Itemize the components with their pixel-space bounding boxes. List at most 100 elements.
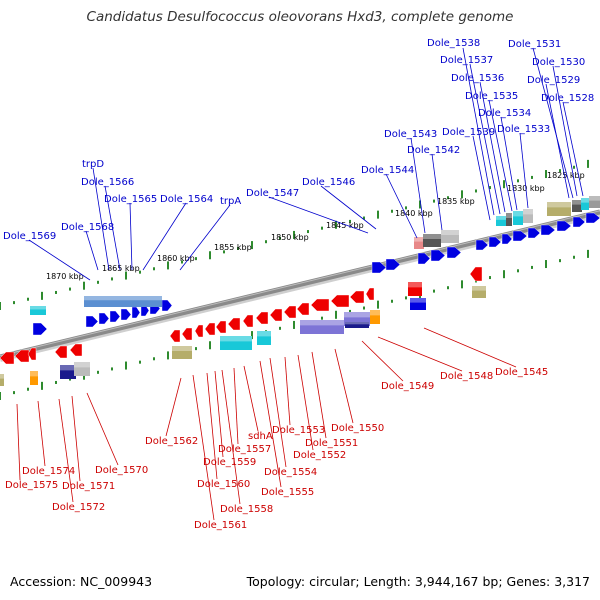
forward-gene-leader (129, 202, 133, 271)
forward-gene-label: Dole_1535 (465, 91, 518, 102)
forward-gene-leader (532, 47, 574, 199)
forward-gene-leader (142, 202, 187, 271)
reverse-gene-block-shine (345, 322, 369, 325)
reverse-gene-label: Dole_1574 (22, 466, 75, 477)
reverse-gene-block-shine (257, 331, 271, 337)
lower-track-tick (69, 377, 71, 381)
forward-gene-arrow (131, 306, 141, 319)
upper-track-tick (139, 270, 141, 274)
reverse-gene-block-body (370, 310, 380, 324)
reverse-gene-label: Dole_1545 (495, 367, 548, 378)
forward-gene-leader (472, 135, 491, 221)
forward-gene-leader (320, 185, 377, 230)
scale-label: 1825 kbp (547, 171, 585, 180)
reverse-gene-block-body (74, 362, 90, 376)
reverse-gene-block-shine (472, 286, 486, 291)
lower-track-tick (13, 391, 15, 395)
reverse-gene-arrow (227, 317, 241, 331)
reverse-gene-label: Dole_1549 (381, 381, 434, 392)
forward-gene-block-shine (30, 306, 46, 310)
lower-track-tick (433, 289, 435, 293)
forward-gene-label: trpD (82, 159, 104, 170)
forward-gene-leader (85, 230, 99, 271)
reverse-gene-label: Dole_1551 (305, 438, 358, 449)
reverse-gene-block-shine (0, 374, 4, 379)
reverse-gene-arrow (69, 343, 83, 357)
lower-track-major-tick (293, 320, 295, 329)
reverse-gene-label: Dole_1553 (272, 425, 325, 436)
forward-gene-block (506, 213, 512, 226)
forward-gene-arrow (556, 220, 572, 232)
reverse-gene-block-body (0, 374, 4, 386)
forward-gene-leader (462, 47, 495, 216)
reverse-gene-block-body (220, 336, 252, 350)
upper-track-tick (447, 196, 449, 200)
lower-track-major-tick (125, 361, 127, 370)
forward-gene-block (423, 234, 441, 247)
reverse-gene-leader (284, 356, 291, 426)
forward-gene-arrow (430, 249, 446, 262)
upper-track-major-tick (209, 251, 211, 260)
upper-track-tick (111, 277, 113, 281)
upper-track-tick (265, 240, 267, 244)
upper-track-major-tick (83, 281, 85, 290)
forward-gene-block (84, 296, 162, 307)
upper-track-major-tick (587, 159, 589, 168)
upper-track-tick (223, 250, 225, 254)
reverse-gene-block (74, 362, 90, 376)
forward-gene-block-body (30, 306, 46, 315)
reverse-gene-block-body (172, 346, 192, 359)
scale-label: 1845 kbp (326, 221, 364, 230)
reverse-gene-leader (423, 327, 517, 368)
upper-track-major-tick (419, 200, 421, 209)
forward-gene-arrow (120, 308, 132, 321)
reverse-gene-label: sdhA (248, 431, 273, 442)
upper-track-major-tick (545, 170, 547, 179)
upper-track-major-tick (167, 261, 169, 270)
reverse-gene-label: Dole_1570 (95, 465, 148, 476)
forward-gene-leader (179, 204, 231, 271)
reverse-gene-block (472, 286, 486, 298)
forward-gene-block-body (589, 196, 600, 208)
upper-track-tick (27, 297, 29, 301)
forward-gene-label: Dole_1537 (440, 55, 493, 66)
forward-gene-arrow (475, 239, 489, 251)
lower-track-tick (139, 360, 141, 364)
scale-label: 1850 kbp (271, 233, 309, 242)
forward-gene-block-shine (581, 198, 589, 203)
reverse-gene-block-shine (60, 365, 76, 371)
lower-track-tick (279, 326, 281, 330)
reverse-gene-leader (86, 392, 119, 466)
reverse-gene-arrow (269, 308, 283, 322)
forward-gene-block-shine (414, 237, 424, 242)
forward-gene-block-shine (513, 211, 523, 217)
upper-track-tick (573, 165, 575, 169)
forward-gene-block (414, 237, 424, 249)
forward-gene-label: Dole_1536 (451, 73, 504, 84)
forward-gene-block-body (414, 237, 424, 249)
forward-gene-leader (500, 116, 518, 211)
reverse-gene-label: Dole_1552 (293, 450, 346, 461)
reverse-gene-arrow (27, 347, 37, 361)
scale-label: 1870 kbp (46, 272, 84, 281)
reverse-gene-label: Dole_1571 (62, 481, 115, 492)
forward-gene-leader (268, 196, 369, 234)
reverse-gene-arrow (469, 266, 483, 282)
reverse-gene-arrow (296, 302, 310, 316)
reverse-gene-block (345, 322, 369, 328)
reverse-gene-block (220, 336, 252, 350)
reverse-gene-block-shine (74, 362, 90, 368)
reverse-gene-leader (334, 348, 354, 424)
lower-track-major-tick (335, 310, 337, 319)
lower-track-major-tick (41, 381, 43, 390)
lower-track-tick (27, 387, 29, 391)
forward-gene-leader (479, 81, 506, 213)
backbone-line (0, 209, 600, 360)
reverse-gene-leader (297, 354, 314, 451)
forward-gene-block-body (513, 211, 523, 225)
reverse-gene-label: Dole_1558 (220, 504, 273, 515)
upper-track-tick (195, 257, 197, 261)
upper-track-major-tick (0, 302, 1, 310)
forward-gene-block (441, 230, 459, 243)
